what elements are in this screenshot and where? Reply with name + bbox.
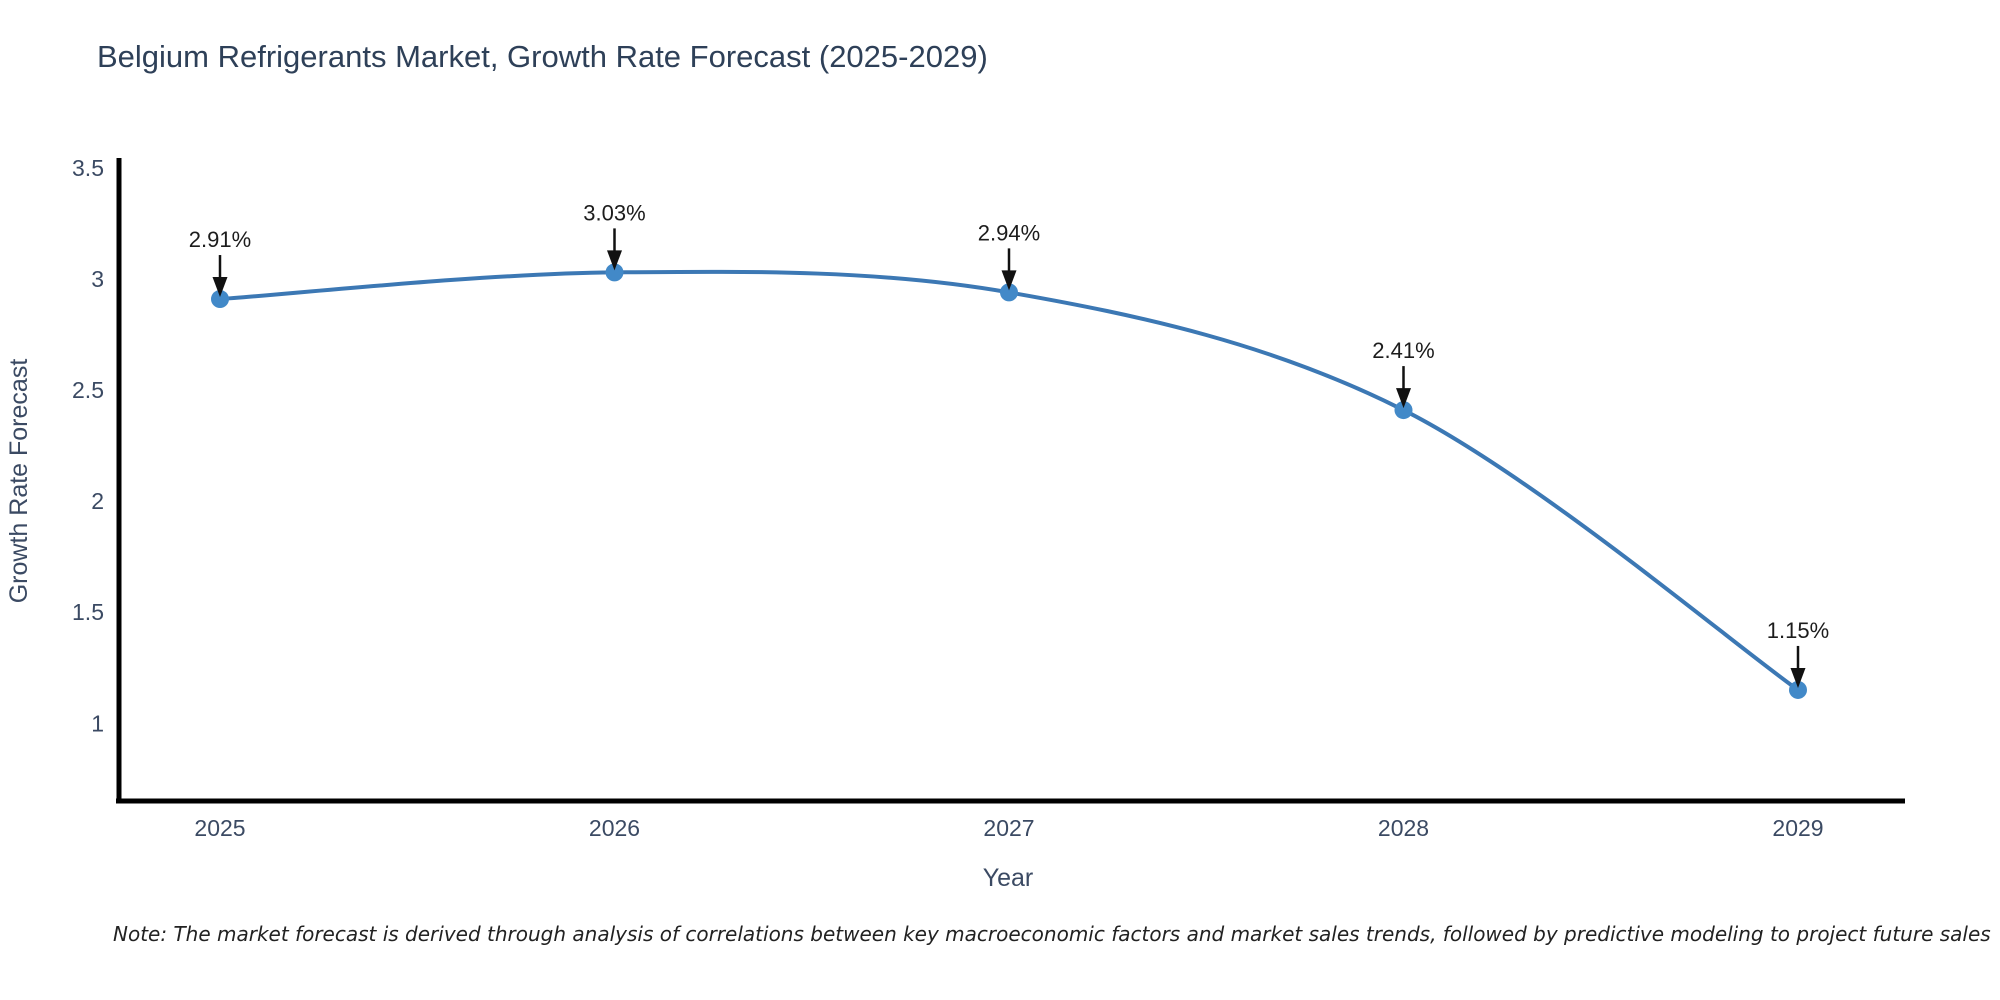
y-tick-label-3: 3 [91,266,104,292]
annotation-2025: 2.91% [189,227,251,298]
x-tick-label-2029: 2029 [1772,815,1823,841]
point-annotations: 2.91% 3.03% 2.94% 2.41% 1.15% [189,200,1829,688]
annotation-label-2026: 3.03% [583,200,645,225]
annotation-label-2025: 2.91% [189,227,251,252]
series-line [219,269,1800,692]
y-tick-label-3.5: 3.5 [72,155,104,181]
data-point-2025[interactable] [211,290,229,309]
data-point-2028[interactable] [1394,401,1413,420]
annotation-arrowhead-icon [1396,388,1411,409]
annotation-arrowhead-icon [1001,270,1017,291]
data-point-2026[interactable] [605,263,624,282]
y-tick-label-1: 1 [91,710,104,736]
x-tick-label-2025: 2025 [194,815,245,841]
y-tick-label-2: 2 [91,488,104,514]
x-tick-label-2026: 2026 [589,815,640,841]
chart-title: Belgium Refrigerants Market, Growth Rate… [97,39,988,74]
annotation-2026: 3.03% [583,200,646,271]
data-point-2029[interactable] [1789,680,1807,699]
y-axis-ticks: 3.5 3 2.5 2 1.5 1 [72,155,104,736]
annotation-2028: 2.41% [1372,338,1435,409]
footnote: Note: The market forecast is derived thr… [113,922,1991,946]
annotation-2029: 1.15% [1767,618,1829,688]
y-axis-title: Growth Rate Forecast [5,359,33,604]
y-tick-label-2.5: 2.5 [72,377,104,403]
x-tick-label-2027: 2027 [983,815,1034,841]
x-axis-ticks: 2025 2026 2027 2028 2029 [194,815,1823,841]
annotation-2027: 2.94% [978,220,1040,291]
annotation-label-2029: 1.15% [1767,618,1829,643]
x-tick-label-2028: 2028 [1378,815,1429,841]
annotation-arrowhead-icon [212,277,228,298]
annotation-arrowhead-icon [607,250,622,271]
annotation-label-2027: 2.94% [978,220,1040,245]
x-axis-title: Year [983,864,1034,892]
annotation-label-2028: 2.41% [1372,338,1434,363]
y-tick-label-1.5: 1.5 [72,599,104,625]
data-point-2027[interactable] [1000,283,1018,302]
data-points [211,263,1807,699]
annotation-arrowhead-icon [1790,667,1806,688]
